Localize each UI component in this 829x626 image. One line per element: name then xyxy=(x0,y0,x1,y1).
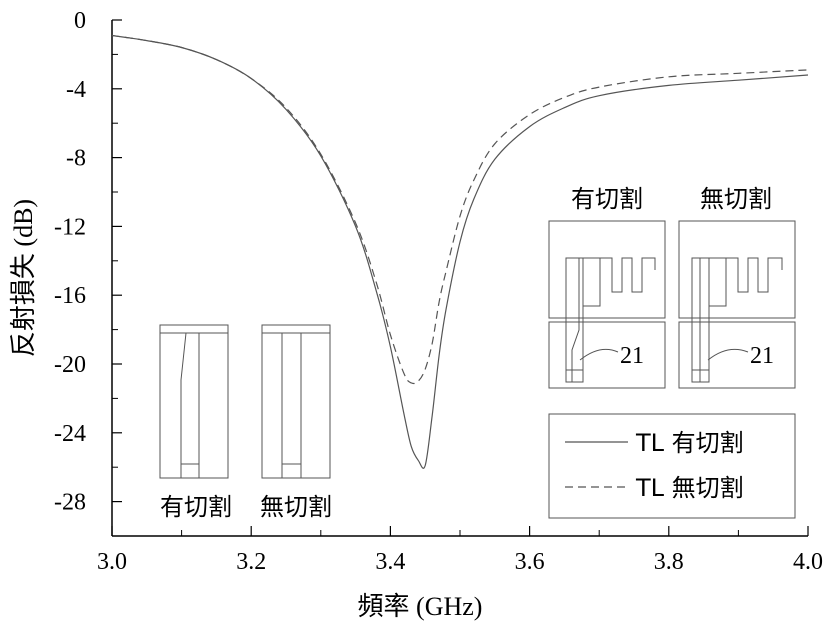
legend-label-tl-nocut: TL 無切割 xyxy=(635,474,744,502)
inset-port-arc xyxy=(707,348,749,361)
inset-line-cut-edge xyxy=(180,332,187,478)
series-line-tl-nocut xyxy=(111,34,809,385)
legend-box xyxy=(548,413,796,519)
inset-cut-line xyxy=(571,258,580,382)
inset-meander-line xyxy=(726,257,783,293)
inset-meander-line xyxy=(600,257,656,293)
inset-bottom-board xyxy=(678,321,796,389)
y-tick-label: -20 xyxy=(54,352,86,378)
inset-label-left-cut: 有切割 xyxy=(160,493,232,521)
inset-right-nocut xyxy=(678,220,796,389)
inset-port-arc xyxy=(579,348,619,361)
y-tick-label: -24 xyxy=(54,421,86,447)
y-tick-label: -12 xyxy=(54,214,86,240)
tick-labels: 3.0 3.2 3.4 3.6 3.8 4.0 0 -4 -8 -12 -16 -20 -24 -28 xyxy=(54,8,823,575)
x-tick-label: 3.0 xyxy=(97,549,127,575)
y-tick-label: 0 xyxy=(74,8,86,34)
y-tick-label: -8 xyxy=(66,146,86,172)
x-tick-label: 4.0 xyxy=(793,549,823,575)
inset-radiator-base xyxy=(692,257,727,307)
legend-label-tl-cut: TL 有切割 xyxy=(635,429,744,457)
y-tick-label: -4 xyxy=(66,77,86,103)
x-tick-label: 3.4 xyxy=(375,549,405,575)
inset-board-outline xyxy=(261,324,331,479)
inset-label-left-nocut: 無切割 xyxy=(260,493,332,521)
y-tick-label: -28 xyxy=(54,490,86,516)
inset-label-right-cut: 有切割 xyxy=(571,185,643,213)
legend: TL 有切割 TL 無切割 xyxy=(548,413,796,519)
inset-label-right-nocut: 無切割 xyxy=(700,185,772,213)
port-label-right-cut: 21 xyxy=(620,343,644,369)
x-axis-title: 頻率 (GHz) xyxy=(358,592,483,621)
y-tick-label: -16 xyxy=(54,283,86,309)
ticks xyxy=(111,19,809,536)
y-axis-title: 反射損失 (dB) xyxy=(9,199,38,357)
inset-top-board xyxy=(548,220,666,319)
inset-bottom-board xyxy=(548,321,666,389)
x-tick-label: 3.6 xyxy=(515,549,545,575)
port-label-right-nocut: 21 xyxy=(750,343,774,369)
x-tick-label: 3.2 xyxy=(236,549,266,575)
inset-right-cut xyxy=(548,220,666,389)
inset-board-outline xyxy=(159,324,229,479)
inset-left-nocut xyxy=(261,324,331,479)
inset-left-cut xyxy=(159,324,229,479)
inset-top-board xyxy=(678,220,796,319)
inset-radiator-base xyxy=(566,257,601,307)
x-tick-label: 3.8 xyxy=(654,549,684,575)
